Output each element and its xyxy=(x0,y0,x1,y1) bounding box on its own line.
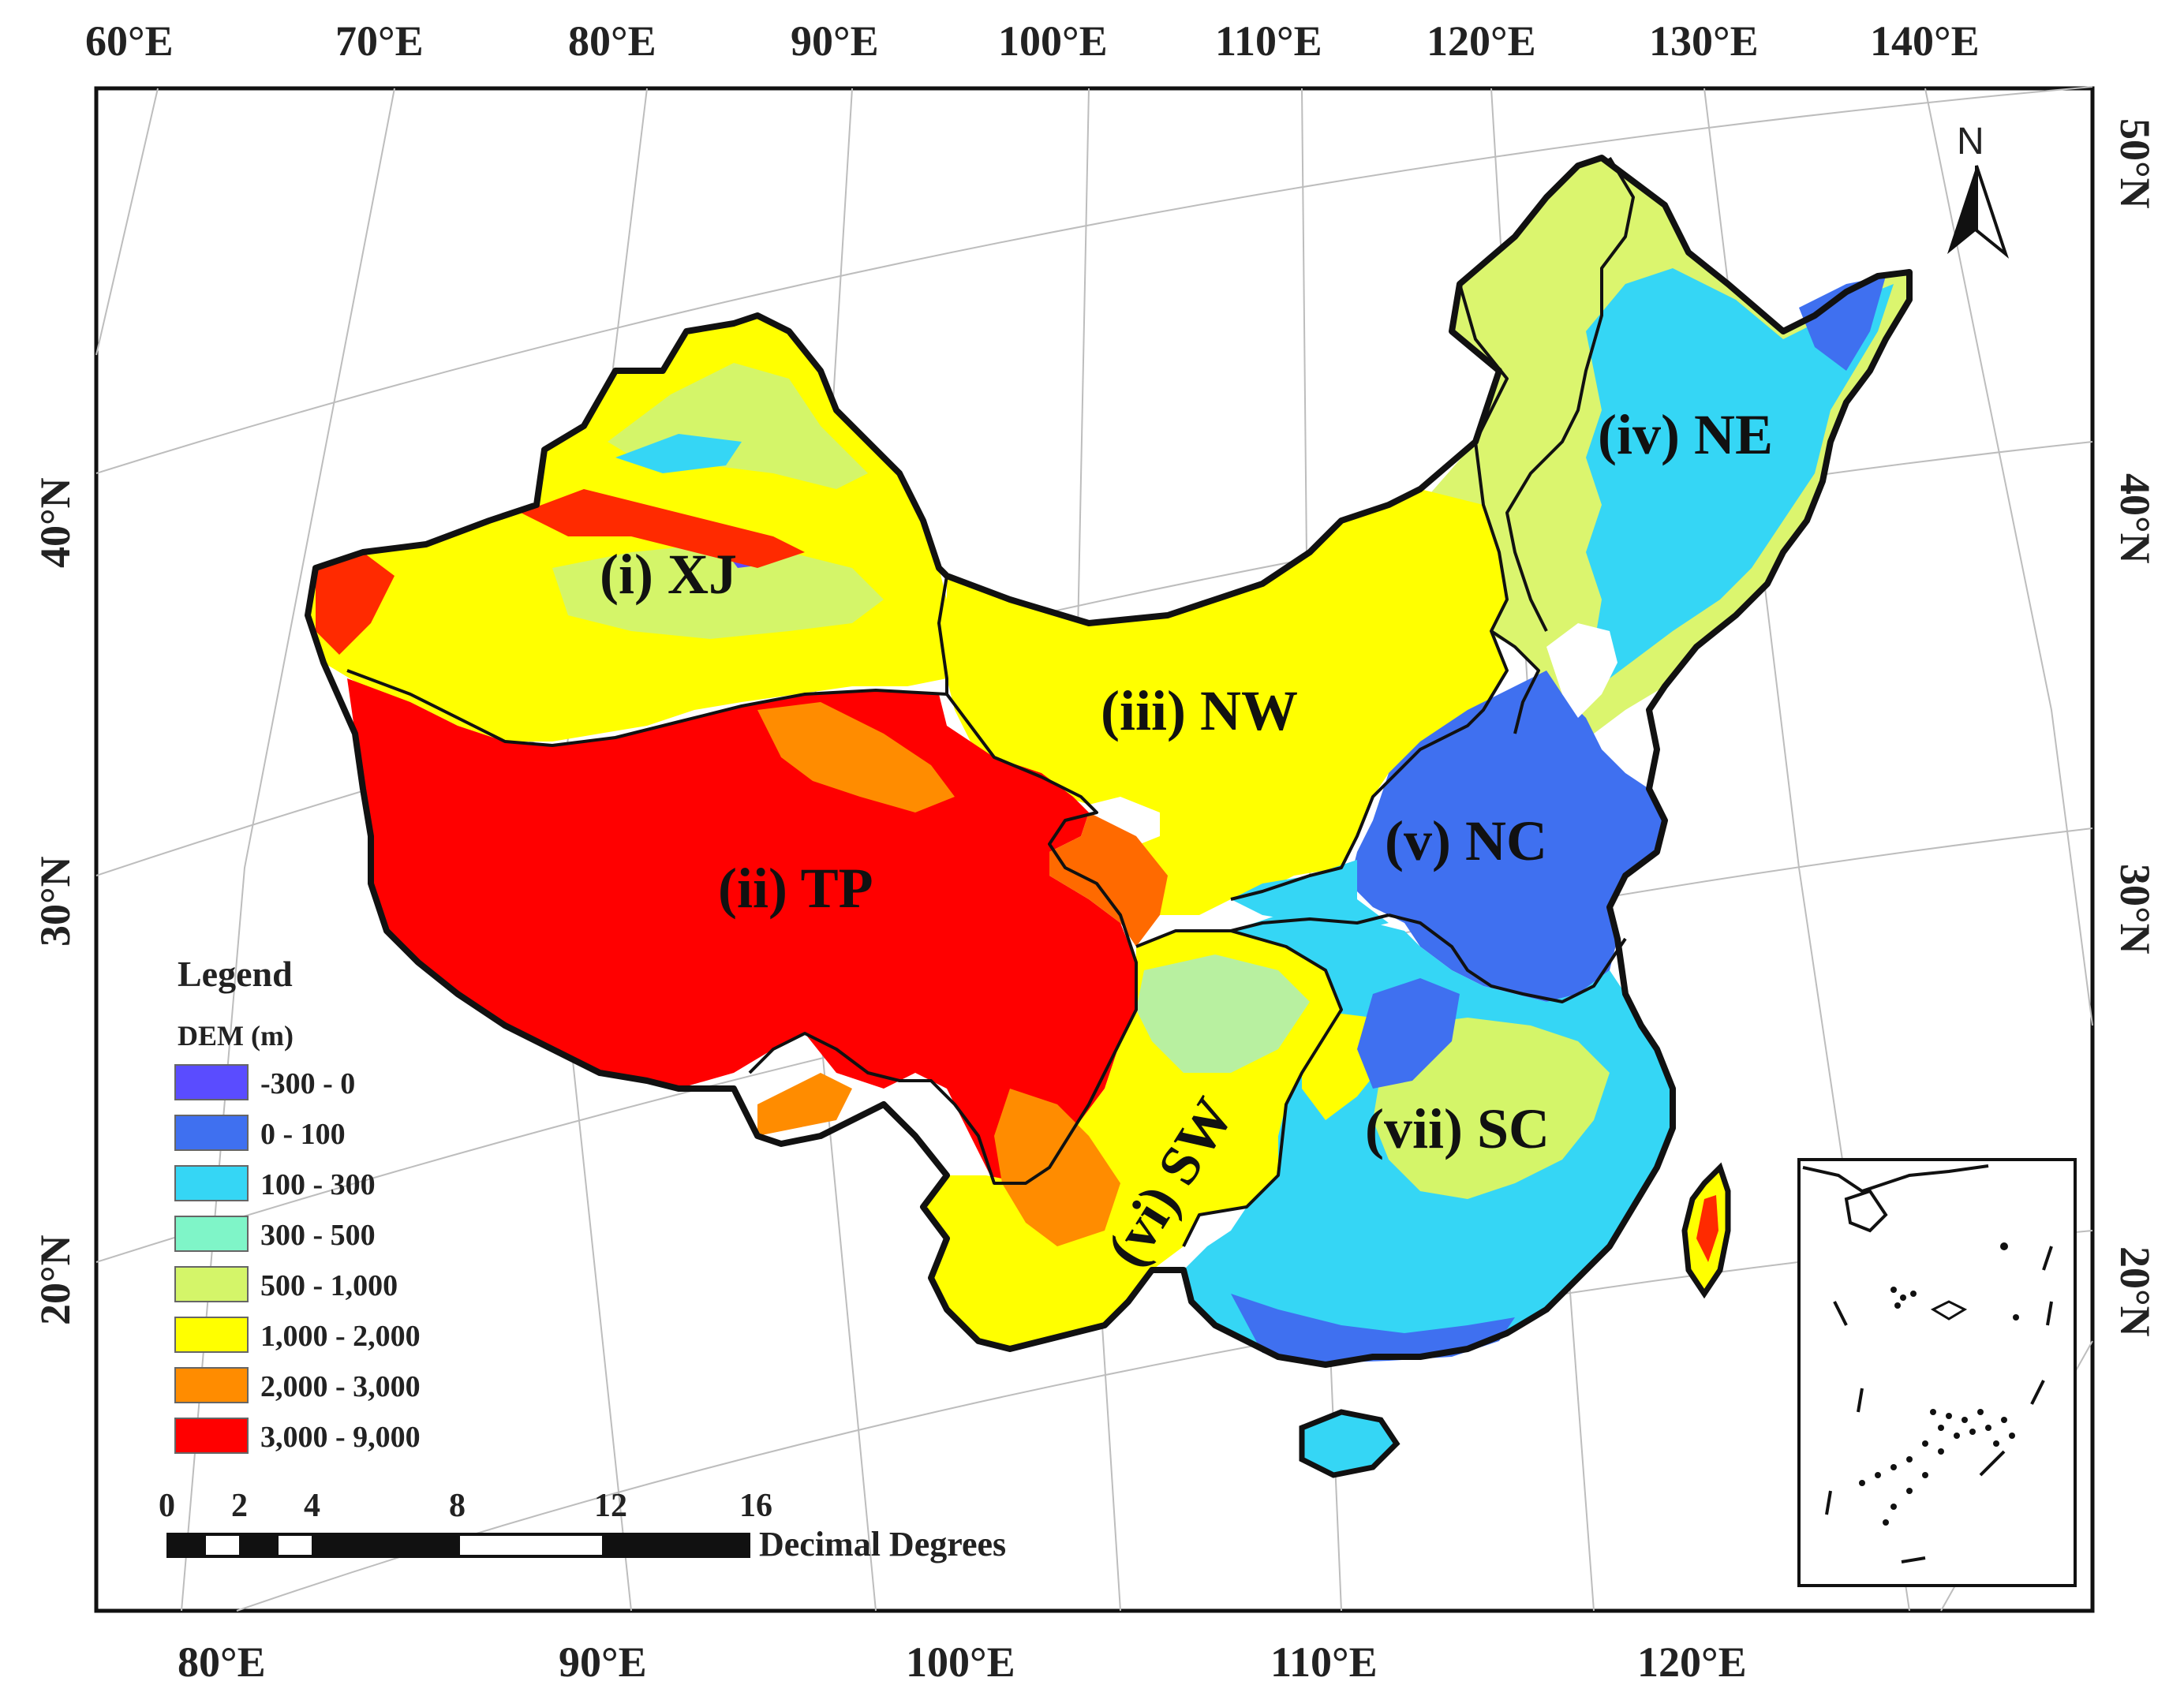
bottom-lon-80: 80°E xyxy=(178,1638,266,1686)
legend-title: Legend xyxy=(178,954,293,994)
region-xj-tianshan xyxy=(521,489,805,568)
region-tp-qaidam xyxy=(757,702,955,813)
right-lat-50: 50°N xyxy=(2111,118,2159,209)
top-lon-110: 110°E xyxy=(1215,17,1322,65)
legend-swatch-3 xyxy=(174,1216,249,1252)
legend-item-label: 300 - 500 xyxy=(260,1219,376,1252)
region-xj-basin-light xyxy=(552,544,884,639)
region-nc-west xyxy=(1231,860,1389,931)
north-label: N xyxy=(1957,121,1984,163)
left-lat-20: 20°N xyxy=(32,1235,79,1325)
top-lon-100: 100°E xyxy=(998,17,1108,65)
scale-segment xyxy=(457,1533,605,1558)
region-label-xj: (i) XJ xyxy=(600,543,737,606)
legend-swatch-5 xyxy=(174,1317,249,1353)
legend-item-label: 1,000 - 2,000 xyxy=(260,1320,421,1353)
legend: Legend DEM (m) -300 - 0 0 - 100 100 - 300 3… xyxy=(174,954,421,1454)
bottom-longitude-labels: 80°E 90°E 100°E 110°E 120°E xyxy=(178,1638,1747,1686)
region-label-sc: (vii) SC xyxy=(1365,1097,1550,1160)
region-xj-lake xyxy=(615,434,742,473)
region-ne-plain xyxy=(1799,276,1886,371)
legend-item-label: 500 - 1,000 xyxy=(260,1269,398,1302)
region-tp-south-rim xyxy=(757,1073,852,1136)
left-lat-30: 30°N xyxy=(32,856,79,947)
hainan xyxy=(1299,1409,1401,1478)
legend-swatch-1 xyxy=(174,1115,249,1151)
scale-segment xyxy=(312,1533,460,1558)
legend-subtitle: DEM (m) xyxy=(178,1020,294,1052)
scale-segment xyxy=(602,1533,750,1558)
region-sc-coast xyxy=(1231,1294,1515,1363)
left-lat-40: 40°N xyxy=(32,477,79,568)
bohai-sea xyxy=(1546,623,1617,718)
north-arrow-icon: N xyxy=(1947,121,2010,259)
top-lon-60: 60°E xyxy=(85,17,174,65)
bottom-lon-100: 100°E xyxy=(906,1638,1015,1686)
legend-swatch-7 xyxy=(174,1418,249,1454)
legend-item-label: 3,000 - 9,000 xyxy=(260,1421,421,1454)
top-lon-130: 130°E xyxy=(1649,17,1759,65)
scale-segment xyxy=(166,1533,206,1558)
scale-bar-unit: Decimal Degrees xyxy=(759,1525,1006,1563)
scale-tick-label: 2 xyxy=(231,1488,248,1524)
region-tp-shape xyxy=(347,678,1136,1183)
top-lon-90: 90°E xyxy=(791,17,879,65)
region-nc-shape xyxy=(1349,671,1665,1002)
region-sc-central xyxy=(1357,978,1460,1089)
bottom-lon-90: 90°E xyxy=(559,1638,647,1686)
top-longitude-labels: 60°E 70°E 80°E 90°E 100°E 110°E 120°E 13… xyxy=(85,17,1980,65)
scale-tick-label: 12 xyxy=(594,1488,627,1524)
scale-tick-label: 16 xyxy=(739,1488,772,1524)
taiwan-peak xyxy=(1696,1195,1718,1262)
legend-item-label: 2,000 - 3,000 xyxy=(260,1370,421,1403)
region-label-tp: (ii) TP xyxy=(718,857,873,920)
right-lat-20: 20°N xyxy=(2111,1246,2159,1337)
region-xj-rim xyxy=(316,552,395,655)
legend-item-label: 100 - 300 xyxy=(260,1168,376,1201)
legend-swatch-4 xyxy=(174,1266,249,1302)
left-latitude-labels: 40°N 30°N 20°N xyxy=(32,477,79,1325)
south-china-sea-inset xyxy=(1797,1158,2077,1587)
top-lon-120: 120°E xyxy=(1427,17,1536,65)
region-label-nw: (iii) NW xyxy=(1101,679,1298,742)
legend-swatch-6 xyxy=(174,1367,249,1403)
region-tp-eastern-slope xyxy=(1049,813,1168,947)
scale-segment xyxy=(203,1533,242,1558)
right-latitude-labels: 50°N 40°N 30°N 20°N xyxy=(2111,118,2159,1337)
scale-tick-label: 4 xyxy=(304,1488,320,1524)
legend-swatch-2 xyxy=(174,1165,249,1201)
right-lat-40: 40°N xyxy=(2111,473,2159,564)
top-lon-140: 140°E xyxy=(1870,17,1980,65)
legend-item-label: -300 - 0 xyxy=(260,1067,355,1100)
region-ne-lowland xyxy=(1586,268,1894,678)
region-sw-yungui xyxy=(994,1089,1120,1246)
right-lat-30: 30°N xyxy=(2111,864,2159,954)
scale-segment xyxy=(239,1533,279,1558)
china-border xyxy=(305,155,1913,1368)
region-label-nc: (v) NC xyxy=(1385,809,1547,872)
region-sc-hills xyxy=(1373,1018,1610,1199)
scale-segment xyxy=(275,1533,315,1558)
region-label-ne: (iv) NE xyxy=(1598,403,1773,466)
legend-item-label: 0 - 100 xyxy=(260,1118,346,1151)
bottom-lon-110: 110°E xyxy=(1270,1638,1378,1686)
scale-bar: 0 2 4 8 12 16 Decimal Degrees xyxy=(159,1488,1006,1563)
top-lon-80: 80°E xyxy=(568,17,656,65)
bottom-lon-120: 120°E xyxy=(1637,1638,1747,1686)
scale-tick-label: 8 xyxy=(449,1488,466,1524)
scale-tick-label: 0 xyxy=(159,1488,175,1524)
legend-swatch-0 xyxy=(174,1064,249,1100)
region-sw-basin xyxy=(1136,954,1310,1073)
top-lon-70: 70°E xyxy=(335,17,424,65)
